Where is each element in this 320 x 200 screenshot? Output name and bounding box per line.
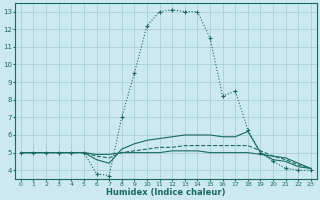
- X-axis label: Humidex (Indice chaleur): Humidex (Indice chaleur): [106, 188, 226, 197]
